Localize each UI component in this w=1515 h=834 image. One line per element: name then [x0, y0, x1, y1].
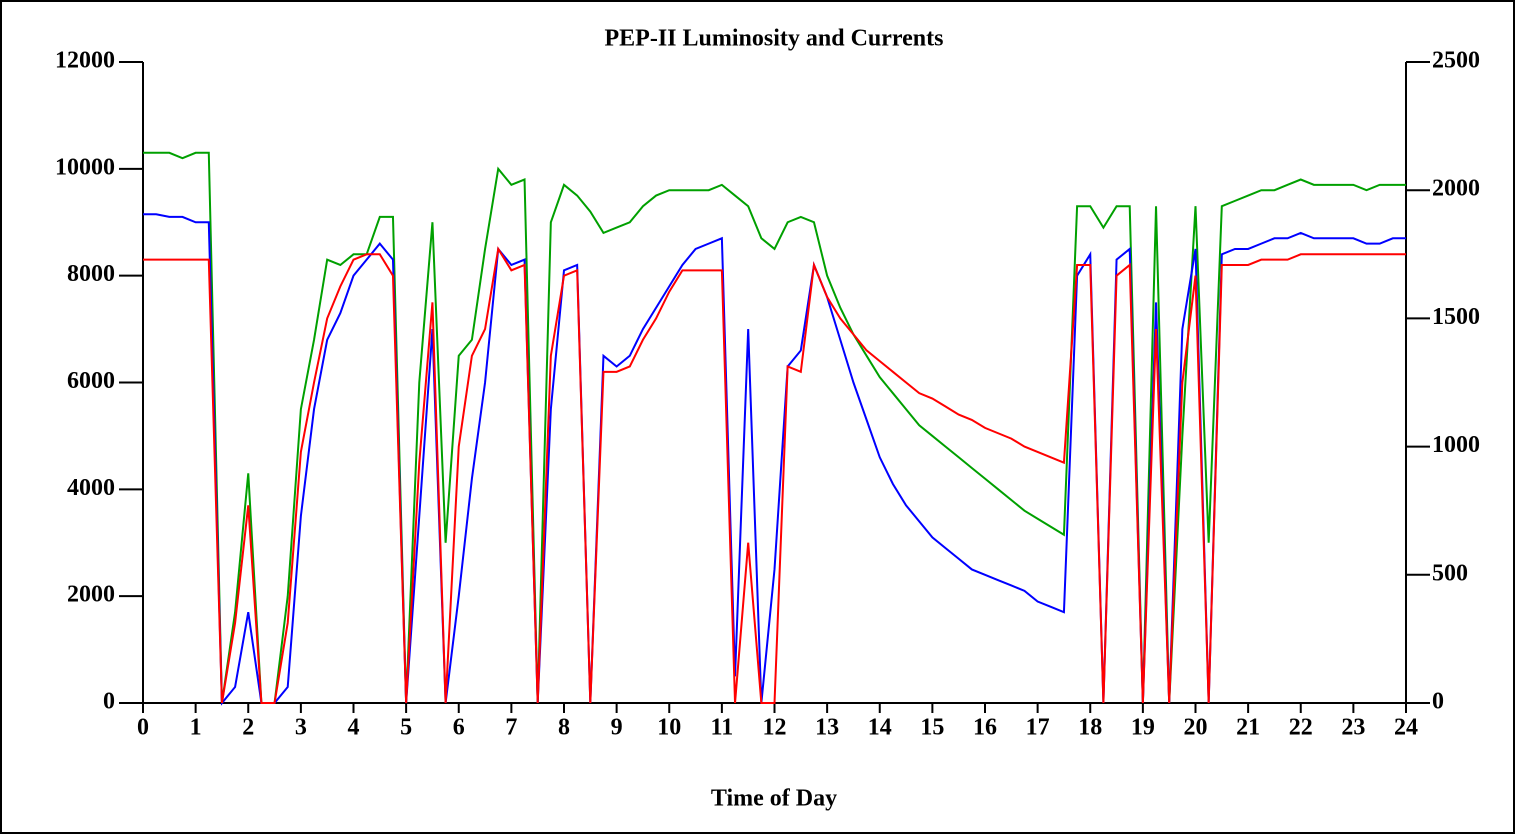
x-tick-label: 22 [1289, 715, 1313, 741]
x-tick-label: 0 [137, 715, 149, 741]
y-tick-label: 12000 [55, 48, 115, 74]
x-tick-label: 24 [1394, 715, 1418, 741]
x-tick-label: 20 [1184, 715, 1208, 741]
x-tick-label: 7 [505, 715, 517, 741]
series-line [143, 246, 1406, 704]
x-tick-label: 21 [1236, 715, 1260, 741]
y-tick-label: 6000 [67, 368, 115, 394]
y-tick-label: 0 [103, 689, 115, 715]
series-line [143, 151, 1406, 704]
x-tick-label: 3 [295, 715, 307, 741]
y-tick-label: 8000 [67, 261, 115, 287]
y2-tick-label: 2500 [1432, 48, 1480, 74]
y-tick-label: 4000 [67, 475, 115, 501]
x-tick-label: 13 [815, 715, 839, 741]
x-tick-label: 15 [920, 715, 944, 741]
y2-tick-label: 1000 [1432, 432, 1480, 458]
x-tick-label: 4 [348, 715, 360, 741]
x-tick-label: 9 [611, 715, 623, 741]
x-tick-label: 23 [1341, 715, 1365, 741]
y-tick-label: 2000 [67, 582, 115, 608]
y-tick-label: 10000 [55, 154, 115, 180]
x-tick-label: 17 [1026, 715, 1050, 741]
y2-tick-label: 500 [1432, 560, 1468, 586]
x-tick-label: 6 [453, 715, 465, 741]
x-tick-label: 11 [711, 715, 734, 741]
y2-tick-label: 0 [1432, 689, 1444, 715]
x-tick-label: 19 [1131, 715, 1155, 741]
series-line [143, 213, 1406, 706]
x-tick-label: 10 [657, 715, 681, 741]
x-tick-label: 16 [973, 715, 997, 741]
x-axis-label: Time of Day [711, 786, 837, 812]
x-tick-label: 18 [1078, 715, 1102, 741]
x-tick-label: 12 [763, 715, 787, 741]
x-tick-label: 8 [558, 715, 570, 741]
x-tick-label: 1 [190, 715, 202, 741]
y2-tick-label: 2000 [1432, 176, 1480, 202]
x-tick-label: 2 [242, 715, 254, 741]
y2-tick-label: 1500 [1432, 304, 1480, 330]
x-tick-label: 14 [868, 715, 892, 741]
chart-title: PEP-II Luminosity and Currents [605, 26, 944, 52]
x-tick-label: 5 [400, 715, 412, 741]
